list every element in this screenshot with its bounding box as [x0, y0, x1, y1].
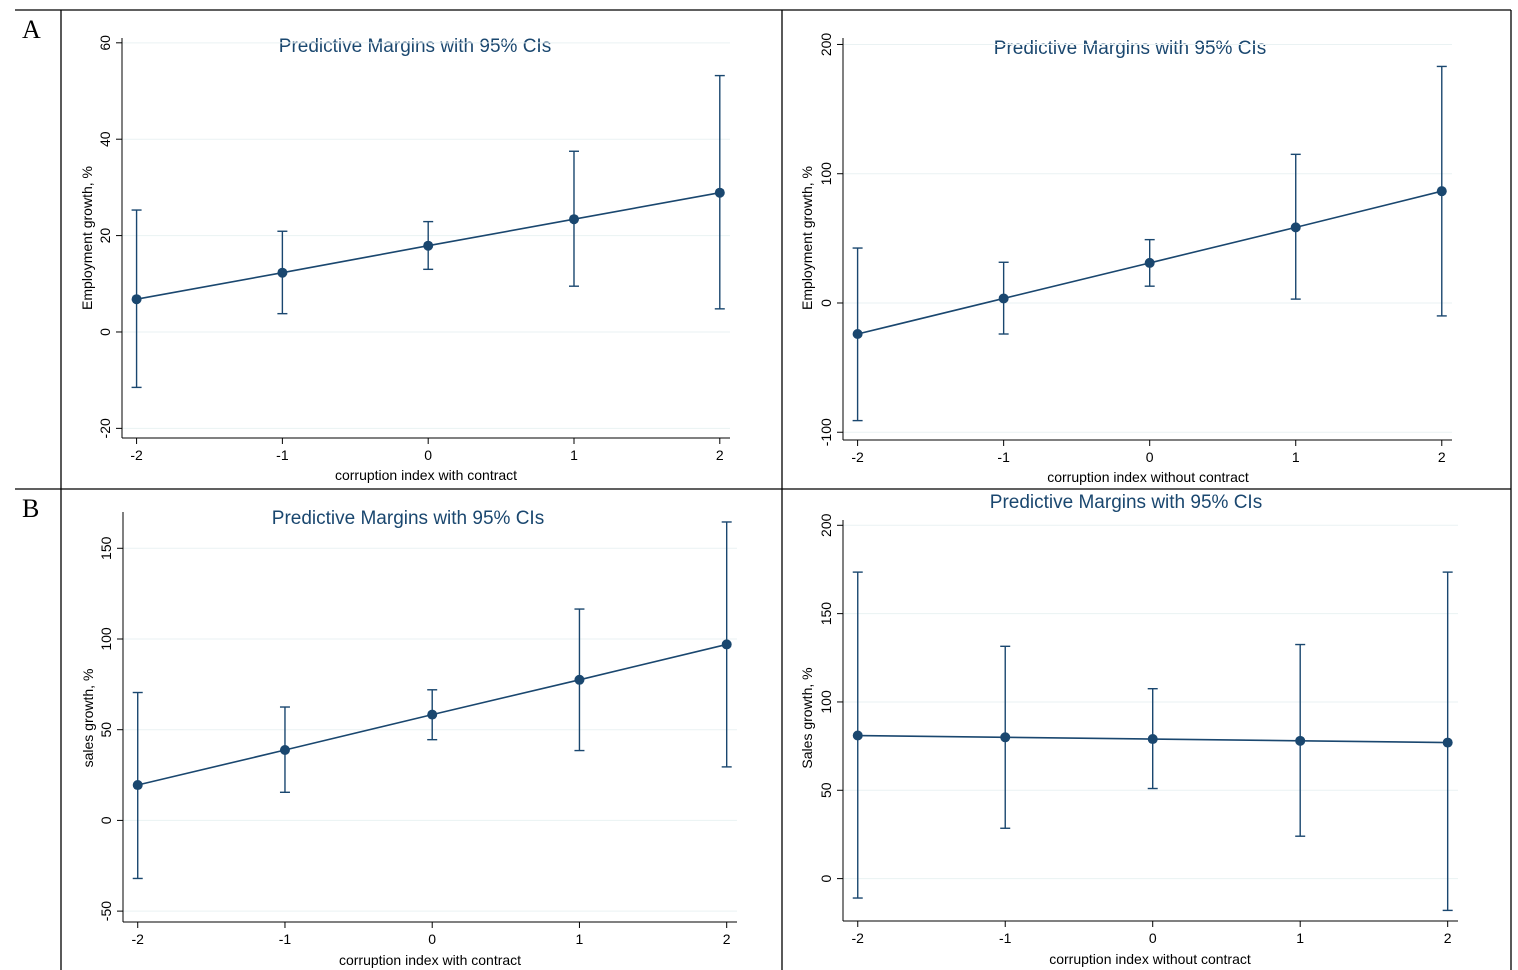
chart-title: Predictive Margins with 95% CIs: [994, 38, 1266, 59]
data-point: [721, 639, 732, 650]
x-tick-label: 1: [1292, 449, 1300, 465]
y-tick-label: 60: [97, 35, 113, 51]
y-tick-label: 100: [818, 690, 834, 714]
table-frame: [15, 9, 1512, 970]
y-tick-label: 0: [818, 875, 834, 883]
data-point: [279, 745, 290, 756]
data-point: [852, 730, 863, 741]
x-tick-label: 2: [1444, 930, 1452, 946]
x-tick-label: 2: [723, 931, 731, 947]
x-tick-label: -1: [279, 931, 292, 947]
chart-title: Predictive Margins with 95% CIs: [272, 508, 544, 529]
y-tick-label: 100: [98, 627, 114, 651]
data-point: [1295, 735, 1306, 746]
panel-label-a: A: [22, 15, 41, 44]
data-point: [1147, 734, 1158, 745]
x-axis-label: corruption index with contract: [339, 952, 521, 968]
chart-title: Predictive Margins with 95% CIs: [279, 36, 551, 57]
data-point: [427, 709, 438, 720]
data-point: [132, 780, 143, 791]
data-point: [852, 329, 863, 340]
chart-title: Predictive Margins with 95% CIs: [990, 492, 1262, 513]
x-tick-label: -2: [131, 931, 144, 947]
y-tick-label: 200: [818, 513, 834, 537]
x-tick-label: -2: [130, 447, 143, 463]
chart-sales-with-contract: Predictive Margins with 95% CIs sales gr…: [80, 508, 737, 968]
data-point: [423, 240, 434, 251]
chart-employment-with-contract: Predictive Margins with 95% CIs Employme…: [79, 35, 730, 483]
x-tick-label: 1: [1296, 930, 1304, 946]
x-tick-label: -2: [851, 449, 864, 465]
x-tick-label: -1: [997, 449, 1010, 465]
x-tick-label: 0: [1149, 930, 1157, 946]
data-point: [574, 674, 585, 685]
panel-label-b: B: [22, 494, 39, 523]
chart-employment-without-contract: Predictive Margins with 95% CIs Employme…: [799, 33, 1452, 485]
data-point: [277, 267, 288, 278]
x-tick-label: 0: [424, 447, 432, 463]
y-tick-label: -100: [818, 418, 834, 446]
y-axis-label: Sales growth, %: [799, 667, 815, 768]
chart-sales-without-contract: Predictive Margins with 95% CIs Sales gr…: [799, 492, 1458, 967]
x-axis-label: corruption index without contract: [1049, 951, 1251, 967]
y-tick-label: 20: [97, 228, 113, 244]
data-point: [568, 214, 579, 225]
x-axis-label: corruption index with contract: [335, 467, 517, 483]
data-point: [1144, 257, 1155, 268]
y-tick-label: 100: [818, 162, 834, 186]
x-tick-label: -2: [852, 930, 865, 946]
y-tick-label: -20: [97, 418, 113, 438]
y-tick-label: 150: [818, 602, 834, 626]
y-tick-label: 0: [98, 816, 114, 824]
data-point: [1290, 222, 1301, 233]
data-point: [1000, 732, 1011, 743]
x-tick-label: 0: [1146, 449, 1154, 465]
y-tick-label: 200: [818, 33, 834, 57]
data-point: [1442, 737, 1453, 748]
x-tick-label: 1: [576, 931, 584, 947]
y-tick-label: 50: [98, 722, 114, 738]
y-tick-label: 0: [818, 299, 834, 307]
data-point: [714, 187, 725, 198]
x-tick-label: 0: [428, 931, 436, 947]
data-point: [998, 293, 1009, 304]
y-axis-label: sales growth, %: [80, 669, 96, 768]
y-axis-label: Employment growth, %: [799, 166, 815, 310]
data-point: [131, 294, 142, 305]
x-axis-label: corruption index without contract: [1047, 469, 1249, 485]
x-tick-label: -1: [999, 930, 1012, 946]
x-tick-label: 2: [1438, 449, 1446, 465]
y-axis-label: Employment growth, %: [79, 166, 95, 310]
x-tick-label: 1: [570, 447, 578, 463]
x-tick-label: 2: [716, 447, 724, 463]
y-tick-label: 50: [818, 782, 834, 798]
y-tick-label: 40: [97, 131, 113, 147]
y-tick-label: -50: [98, 901, 114, 921]
data-point: [1436, 186, 1447, 197]
y-tick-label: 0: [97, 328, 113, 336]
y-tick-label: 150: [98, 536, 114, 560]
x-tick-label: -1: [276, 447, 289, 463]
